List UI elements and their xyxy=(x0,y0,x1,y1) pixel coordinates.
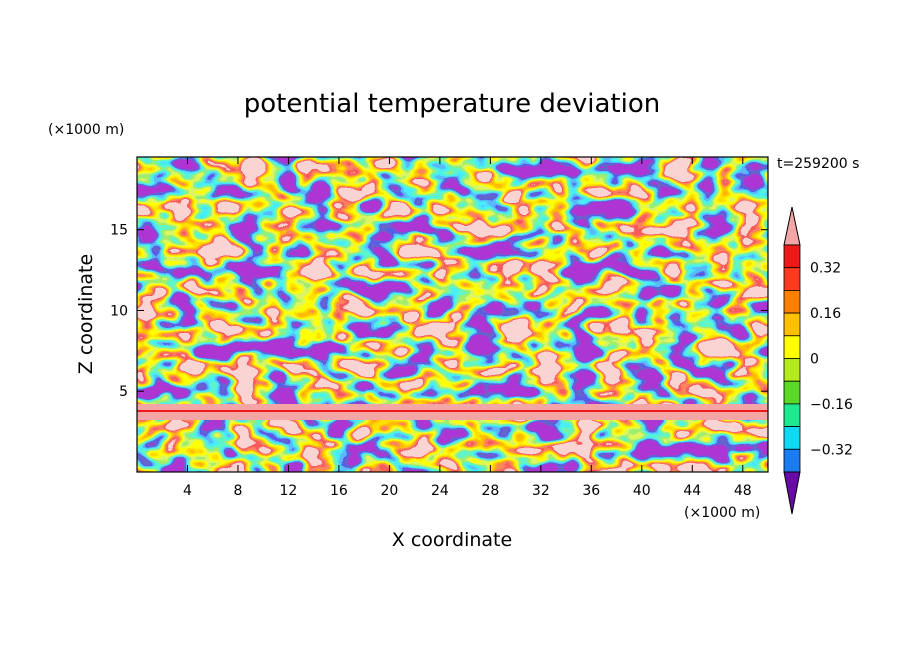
field-upper xyxy=(137,157,768,404)
x-tick-label: 40 xyxy=(633,483,651,499)
colorbar-over-arrow xyxy=(783,206,801,246)
colorbar-label: −0.16 xyxy=(810,397,853,413)
x-tick-label: 28 xyxy=(481,483,499,499)
plot-frame xyxy=(136,156,769,473)
x-unit-label: (×1000 m) xyxy=(684,505,760,521)
colorbar-band xyxy=(783,358,801,382)
x-tick-label: 4 xyxy=(183,483,192,499)
inversion-band-line xyxy=(137,410,768,412)
colorbar-band xyxy=(783,267,801,291)
x-tick-label: 8 xyxy=(233,483,242,499)
colorbar-label: −0.32 xyxy=(810,442,853,458)
y-unit-label: (×1000 m) xyxy=(48,122,124,138)
x-tick-label: 44 xyxy=(683,483,701,499)
colorbar-label: 0.16 xyxy=(810,306,841,322)
colorbar-label: 0 xyxy=(810,352,819,368)
y-axis: 5 10 15 xyxy=(110,223,768,400)
colorbar-band xyxy=(783,426,801,450)
colorbar-band xyxy=(783,380,801,405)
colorbar-under-arrow xyxy=(783,471,801,515)
y-axis-title: Z coordinate xyxy=(75,254,97,374)
chart-title: potential temperature deviation xyxy=(244,89,660,119)
x-axis: 4 8 12 16 20 24 28 32 36 40 44 48 xyxy=(183,157,752,499)
x-tick-label: 32 xyxy=(532,483,550,499)
colorbar-band xyxy=(783,312,801,337)
x-tick-label: 16 xyxy=(330,483,348,499)
colorbar-band xyxy=(783,335,801,359)
field-lower xyxy=(137,420,768,472)
x-tick-label: 24 xyxy=(431,483,449,499)
x-tick-label: 12 xyxy=(280,483,298,499)
colorbar-label: 0.32 xyxy=(810,261,841,277)
x-tick-label: 36 xyxy=(582,483,600,499)
x-axis-title: X coordinate xyxy=(392,529,512,551)
y-tick-label: 10 xyxy=(110,303,128,319)
y-tick-label: 5 xyxy=(119,384,128,400)
y-tick-label: 15 xyxy=(110,223,128,239)
colorbar: 0.32 0.16 0 −0.16 −0.32 xyxy=(783,206,853,515)
time-label: t=259200 s xyxy=(777,156,859,172)
colorbar-band xyxy=(783,448,801,473)
contour-field xyxy=(137,157,768,472)
colorbar-band xyxy=(783,289,801,314)
colorbar-band xyxy=(783,403,801,427)
x-tick-label: 48 xyxy=(734,483,752,499)
x-tick-label: 20 xyxy=(380,483,398,499)
colorbar-band xyxy=(783,244,801,269)
